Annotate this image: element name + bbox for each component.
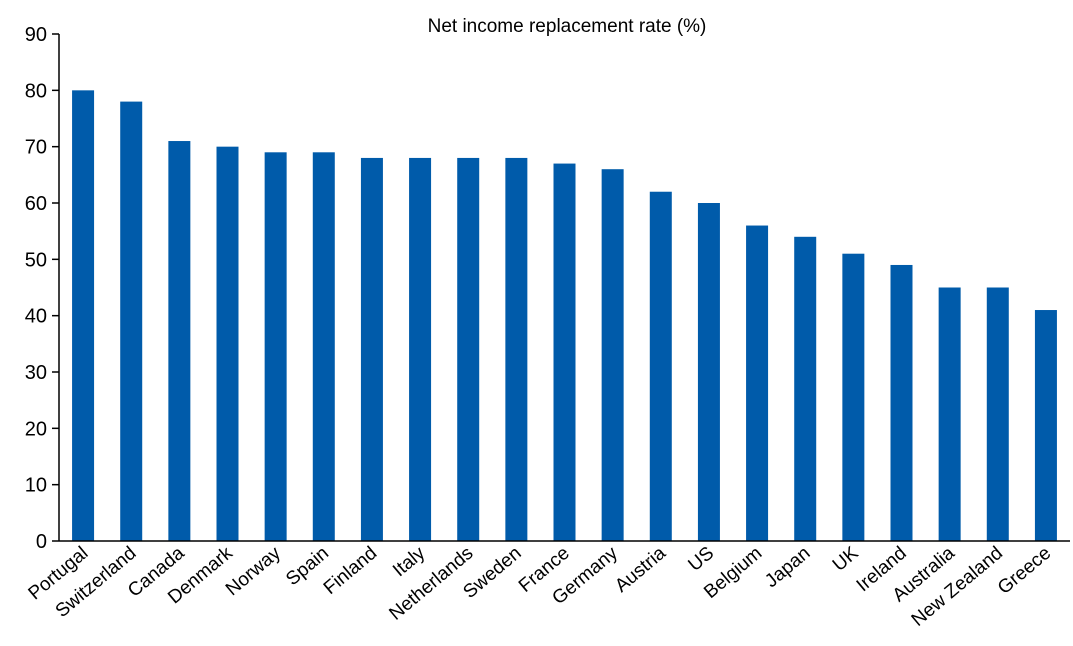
- x-tick-label: Austria: [611, 542, 670, 596]
- y-axis: 0 10 20 30 40 50 60 70 80 90: [25, 24, 60, 553]
- bar: [168, 141, 191, 542]
- y-tick-label: 60: [25, 193, 47, 215]
- chart-title: Net income replacement rate (%): [428, 16, 707, 37]
- bar: [409, 157, 432, 541]
- x-tick-label: Japan: [761, 543, 814, 592]
- bar: [697, 203, 720, 541]
- x-tick-label: US: [684, 543, 718, 576]
- x-axis: PortugalSwitzerlandCanadaDenmarkNorwaySp…: [25, 540, 1070, 631]
- y-tick-label: 20: [25, 418, 47, 440]
- bar: [457, 157, 480, 541]
- bar: [794, 236, 817, 542]
- x-tick-label: Finland: [320, 543, 381, 599]
- x-tick-label: Greece: [994, 543, 1055, 599]
- bar-series: [72, 90, 1057, 542]
- y-tick-label: 40: [25, 306, 47, 328]
- bar: [649, 191, 672, 541]
- bar: [986, 287, 1009, 541]
- y-tick-label: 50: [25, 249, 47, 271]
- bar: [216, 146, 239, 541]
- bar: [72, 90, 95, 541]
- y-tick-label: 70: [25, 137, 47, 159]
- bar: [120, 101, 143, 541]
- bar: [601, 169, 624, 541]
- bar: [312, 152, 335, 542]
- x-tick-label: Norway: [222, 542, 285, 600]
- bar: [1034, 310, 1057, 541]
- bar: [360, 157, 383, 541]
- y-tick-label: 30: [25, 362, 47, 384]
- bar: [553, 163, 576, 542]
- x-tick-label: UK: [829, 543, 863, 576]
- y-tick-label: 80: [25, 80, 47, 102]
- bar: [264, 152, 287, 542]
- bar: [505, 157, 528, 541]
- y-tick-label: 0: [36, 531, 47, 553]
- y-tick-label: 90: [25, 24, 47, 46]
- bar: [938, 287, 961, 541]
- bar: [890, 264, 913, 541]
- bar: [746, 225, 769, 542]
- y-tick-label: 10: [25, 475, 47, 497]
- bar: [842, 253, 865, 541]
